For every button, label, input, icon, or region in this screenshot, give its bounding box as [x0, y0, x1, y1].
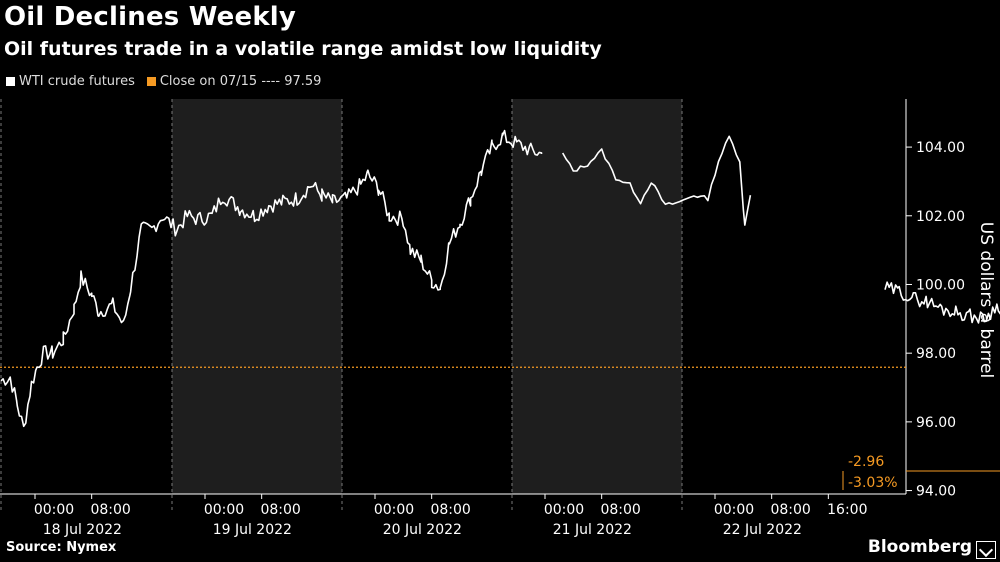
- x-tick-label: 08:00: [260, 502, 300, 518]
- x-tick-label: 00:00: [34, 502, 74, 518]
- day-band-shade: [512, 99, 682, 494]
- y-tick-label: 96.00: [916, 415, 956, 431]
- x-day-label: 18 Jul 2022: [43, 522, 122, 538]
- x-tick-label: 00:00: [204, 502, 244, 518]
- y-tick-label: 100.00: [916, 277, 965, 293]
- y-tick-label: 104.00: [916, 140, 965, 156]
- x-day-label: 22 Jul 2022: [723, 522, 802, 538]
- x-tick-label: 00:00: [374, 502, 414, 518]
- y-axis-label: US dollars a barrel: [976, 222, 996, 378]
- x-tick-label: 08:00: [90, 502, 130, 518]
- x-tick-label: 08:00: [600, 502, 640, 518]
- legend-item-reference: Close on 07/15 ---- 97.59: [146, 74, 322, 89]
- x-tick-label: 00:00: [714, 502, 754, 518]
- chart-title: Oil Declines Weekly: [4, 2, 297, 32]
- y-tick-label: 98.00: [916, 346, 956, 362]
- bloomberg-logo: Bloomberg: [867, 537, 972, 557]
- legend-reference-label: Close on 07/15 ---- 97.59: [159, 74, 322, 89]
- y-tick-label: 102.00: [916, 209, 965, 225]
- legend-item-series: WTI crude futures: [6, 74, 135, 89]
- x-day-label: 21 Jul 2022: [553, 522, 632, 538]
- legend-swatch-white: [6, 77, 15, 86]
- series-line-segment: [884, 281, 1000, 324]
- series-line-segment: [0, 129, 543, 428]
- legend-swatch-orange: [146, 77, 156, 86]
- legend-series-label: WTI crude futures: [19, 74, 135, 89]
- chart-subtitle: Oil futures trade in a volatile range am…: [4, 38, 602, 60]
- y-tick-label: 94.00: [916, 484, 956, 500]
- x-tick-label: 08:00: [430, 502, 470, 518]
- x-tick-label: 16:00: [827, 502, 867, 518]
- series-line-segment: [562, 135, 752, 226]
- change-pct-label: -3.03%: [848, 475, 898, 491]
- x-tick-label: 08:00: [770, 502, 810, 518]
- legend: WTI crude futures Close on 07/15 ---- 97…: [6, 74, 333, 89]
- expand-icon[interactable]: [976, 541, 996, 559]
- x-day-label: 19 Jul 2022: [213, 522, 292, 538]
- source-note: Source: Nymex: [6, 540, 117, 555]
- change-abs-label: -2.96: [848, 454, 884, 470]
- day-band-shade: [172, 99, 342, 494]
- x-tick-label: 00:00: [544, 502, 584, 518]
- x-day-label: 20 Jul 2022: [383, 522, 462, 538]
